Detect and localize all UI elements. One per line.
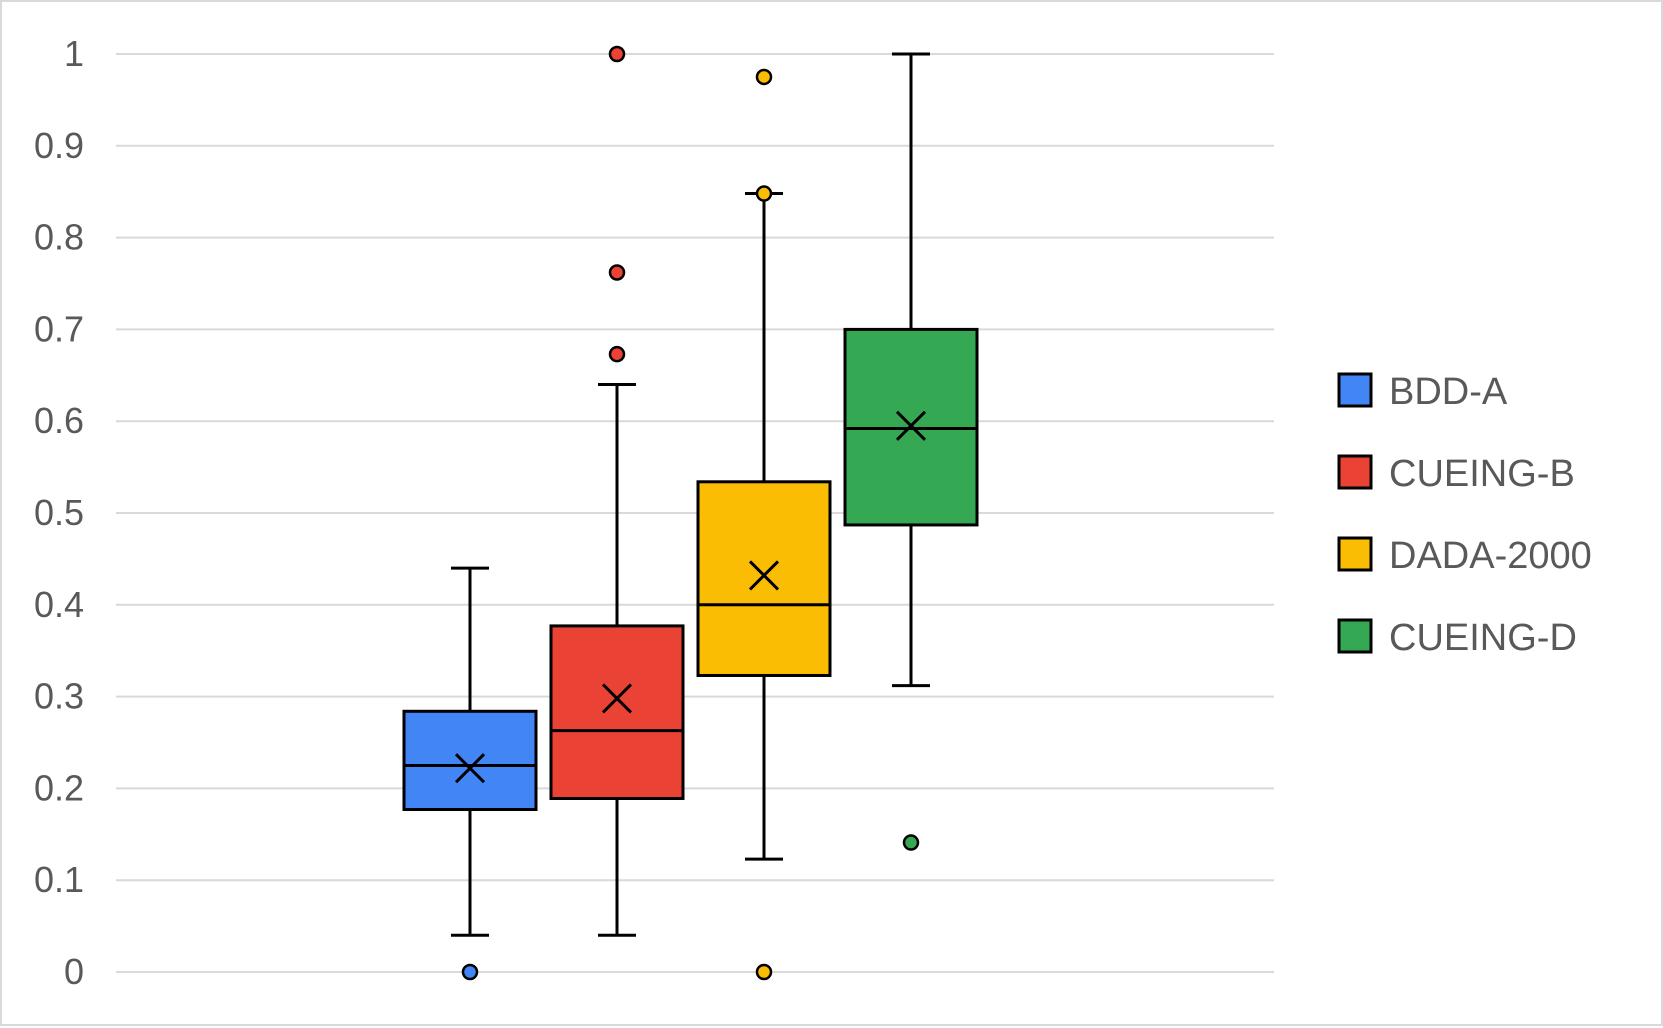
y-tick-label: 0.7 — [34, 308, 84, 349]
outlier-point — [755, 963, 773, 981]
legend-label: BDD-A — [1389, 371, 1508, 413]
gridlines — [116, 53, 1274, 973]
legend-swatch — [1337, 618, 1373, 654]
legend-item-cueing-b: CUEING-B — [1337, 453, 1575, 495]
outlier-point — [755, 68, 773, 86]
legend-label: CUEING-D — [1389, 617, 1577, 659]
legend-swatch — [1337, 536, 1373, 572]
legend-swatch — [1337, 372, 1373, 408]
iqr-box — [402, 709, 538, 812]
legend: BDD-A CUEING-B DADA-2000 CUEING-D — [1337, 371, 1592, 659]
outlier-point — [755, 185, 773, 202]
y-tick-label: 0 — [64, 951, 84, 992]
y-axis-tick-labels: 0 0.1 0.2 0.3 0.4 0.5 0.6 0.7 0.8 0.9 1 — [34, 33, 84, 992]
outlier-point — [902, 834, 920, 851]
mean-marker — [601, 683, 633, 714]
legend-item-bdd-a: BDD-A — [1337, 371, 1508, 413]
y-tick-label: 0.3 — [34, 676, 84, 717]
box-cueing-b — [549, 45, 685, 937]
outlier-point — [608, 264, 626, 281]
box-cueing-d — [843, 52, 979, 851]
legend-item-cueing-d: CUEING-D — [1337, 617, 1577, 659]
outlier-point — [608, 45, 626, 63]
y-tick-label: 0.9 — [34, 125, 84, 166]
iqr-box — [549, 624, 685, 800]
box-bdd-a — [402, 566, 538, 981]
boxes — [402, 45, 979, 981]
outlier-point — [461, 963, 479, 981]
box-dada-2000 — [696, 68, 832, 981]
y-tick-label: 0.2 — [34, 767, 84, 808]
y-tick-label: 0.8 — [34, 217, 84, 258]
mean-marker — [748, 560, 780, 591]
legend-item-dada-2000: DADA-2000 — [1337, 535, 1592, 577]
y-tick-label: 0.5 — [34, 492, 84, 533]
y-tick-label: 0.6 — [34, 400, 84, 441]
mean-marker — [454, 753, 486, 784]
y-tick-label: 0.4 — [34, 584, 84, 625]
iqr-box — [696, 480, 832, 677]
outlier-point — [608, 345, 626, 363]
mean-marker — [895, 410, 927, 441]
y-tick-label: 0.1 — [34, 859, 84, 900]
legend-label: DADA-2000 — [1389, 535, 1592, 577]
legend-label: CUEING-B — [1389, 453, 1575, 495]
legend-swatch — [1337, 454, 1373, 490]
y-tick-label: 1 — [64, 33, 84, 74]
